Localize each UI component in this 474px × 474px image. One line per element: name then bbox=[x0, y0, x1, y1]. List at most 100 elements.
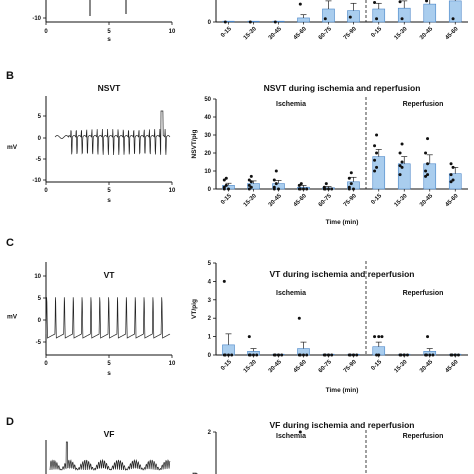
trace-x-tick: 0 bbox=[44, 29, 48, 35]
x-tick-label: 30-45 bbox=[268, 26, 284, 42]
chart-title: VF during ischemia and reperfusion bbox=[270, 420, 415, 430]
nsvt-trace-plot: NSVT 5 0 -5 -10 mV 0 5 10 s bbox=[7, 83, 176, 204]
data-point bbox=[377, 335, 381, 339]
data-point bbox=[398, 151, 402, 155]
data-point bbox=[449, 162, 453, 166]
trace-y-tick: -10 bbox=[32, 16, 41, 22]
data-point bbox=[274, 182, 278, 186]
x-tick-label: 45-60 bbox=[445, 359, 461, 375]
trace-title: VF bbox=[104, 429, 115, 439]
data-point bbox=[375, 151, 379, 155]
data-point bbox=[248, 353, 252, 357]
y-tick-label: 50 bbox=[204, 97, 211, 103]
x-tick-label: 60-75 bbox=[318, 193, 334, 209]
data-point bbox=[373, 169, 377, 173]
x-tick-label: 45-60 bbox=[293, 359, 309, 375]
data-point bbox=[431, 353, 435, 357]
data-point bbox=[248, 20, 252, 24]
x-tick-label: 15-30 bbox=[394, 26, 410, 42]
trace-x-label: s bbox=[107, 197, 111, 204]
data-point bbox=[399, 353, 403, 357]
y-tick-label: 3 bbox=[208, 298, 212, 304]
data-point bbox=[299, 182, 303, 186]
data-point bbox=[249, 180, 253, 184]
y-tick-label: 10 bbox=[204, 169, 211, 175]
data-point bbox=[398, 173, 402, 177]
trace-x-tick: 10 bbox=[169, 188, 176, 194]
data-point bbox=[223, 20, 227, 24]
y-tick-label: 0 bbox=[208, 20, 212, 26]
data-point bbox=[424, 169, 428, 173]
data-point bbox=[222, 279, 226, 283]
data-point bbox=[274, 169, 278, 173]
bar bbox=[297, 17, 310, 23]
data-point bbox=[426, 335, 430, 339]
x-tick-label: 15-30 bbox=[243, 193, 259, 209]
data-point bbox=[280, 353, 284, 357]
data-point bbox=[449, 173, 453, 177]
y-axis-label: NSVT/pig bbox=[191, 130, 198, 159]
bar bbox=[423, 3, 437, 23]
data-point bbox=[375, 133, 379, 137]
data-point bbox=[222, 178, 226, 182]
data-point bbox=[247, 183, 251, 187]
panel-letter-b: B bbox=[6, 70, 14, 82]
y-tick-label: 2 bbox=[208, 430, 212, 436]
bar bbox=[322, 8, 335, 23]
x-tick-label: 0-15 bbox=[370, 359, 383, 372]
data-point bbox=[400, 165, 404, 169]
data-point bbox=[375, 17, 379, 21]
data-point bbox=[456, 353, 460, 357]
data-point bbox=[373, 335, 377, 339]
x-axis-label: Time (min) bbox=[326, 44, 359, 51]
data-point bbox=[398, 0, 402, 4]
section-label-ischemia: Ischemia bbox=[276, 290, 306, 297]
data-point bbox=[425, 353, 429, 357]
x-tick-label: 75-90 bbox=[343, 359, 359, 375]
data-point bbox=[230, 353, 234, 357]
data-point bbox=[272, 178, 276, 182]
vt-trace-plot: VT 10 5 0 -5 mV 0 5 10 s bbox=[7, 262, 176, 377]
data-point bbox=[373, 1, 377, 4]
y-axis-label: /pig bbox=[191, 472, 198, 474]
ecg-waveform bbox=[49, 441, 171, 472]
trace-x-label: s bbox=[107, 370, 111, 377]
trace-y-tick: 0 bbox=[38, 318, 42, 324]
y-tick-label: 5 bbox=[208, 261, 212, 267]
data-point bbox=[426, 137, 430, 141]
data-point bbox=[425, 0, 429, 3]
data-point bbox=[405, 353, 409, 357]
chart-title: NSVT during ischemia and reperfusion bbox=[264, 83, 421, 93]
trace-x-tick: 5 bbox=[107, 29, 111, 35]
panel-a-trace: -10 0 5 10 s bbox=[32, 0, 176, 42]
data-point bbox=[424, 151, 428, 155]
data-point bbox=[451, 17, 455, 21]
section-label-ischemia: Ischemia bbox=[276, 433, 306, 440]
y-tick-label: 2 bbox=[208, 316, 212, 322]
trace-y-label: mV bbox=[7, 144, 18, 151]
data-point bbox=[373, 144, 377, 148]
trace-y-tick: -5 bbox=[36, 157, 42, 163]
data-point bbox=[400, 142, 404, 146]
chart-title: VT during ischemia and reperfusion bbox=[270, 269, 415, 279]
data-point bbox=[451, 165, 455, 169]
trace-title: NSVT bbox=[98, 83, 121, 93]
data-point bbox=[247, 187, 251, 191]
data-point bbox=[322, 185, 326, 189]
data-point bbox=[323, 17, 327, 21]
data-point bbox=[298, 2, 302, 6]
data-point bbox=[255, 353, 259, 357]
x-tick-label: 0-15 bbox=[370, 26, 383, 39]
data-point bbox=[426, 173, 430, 177]
data-point bbox=[324, 182, 328, 186]
data-point bbox=[348, 15, 352, 19]
data-point bbox=[424, 174, 428, 178]
bar bbox=[397, 7, 411, 23]
data-point bbox=[297, 316, 301, 320]
data-point bbox=[273, 353, 277, 357]
data-point bbox=[224, 176, 228, 180]
x-tick-label: 45-60 bbox=[445, 26, 461, 42]
data-point bbox=[247, 178, 251, 182]
x-axis-label: Time (min) bbox=[326, 219, 359, 226]
data-point bbox=[247, 335, 251, 339]
